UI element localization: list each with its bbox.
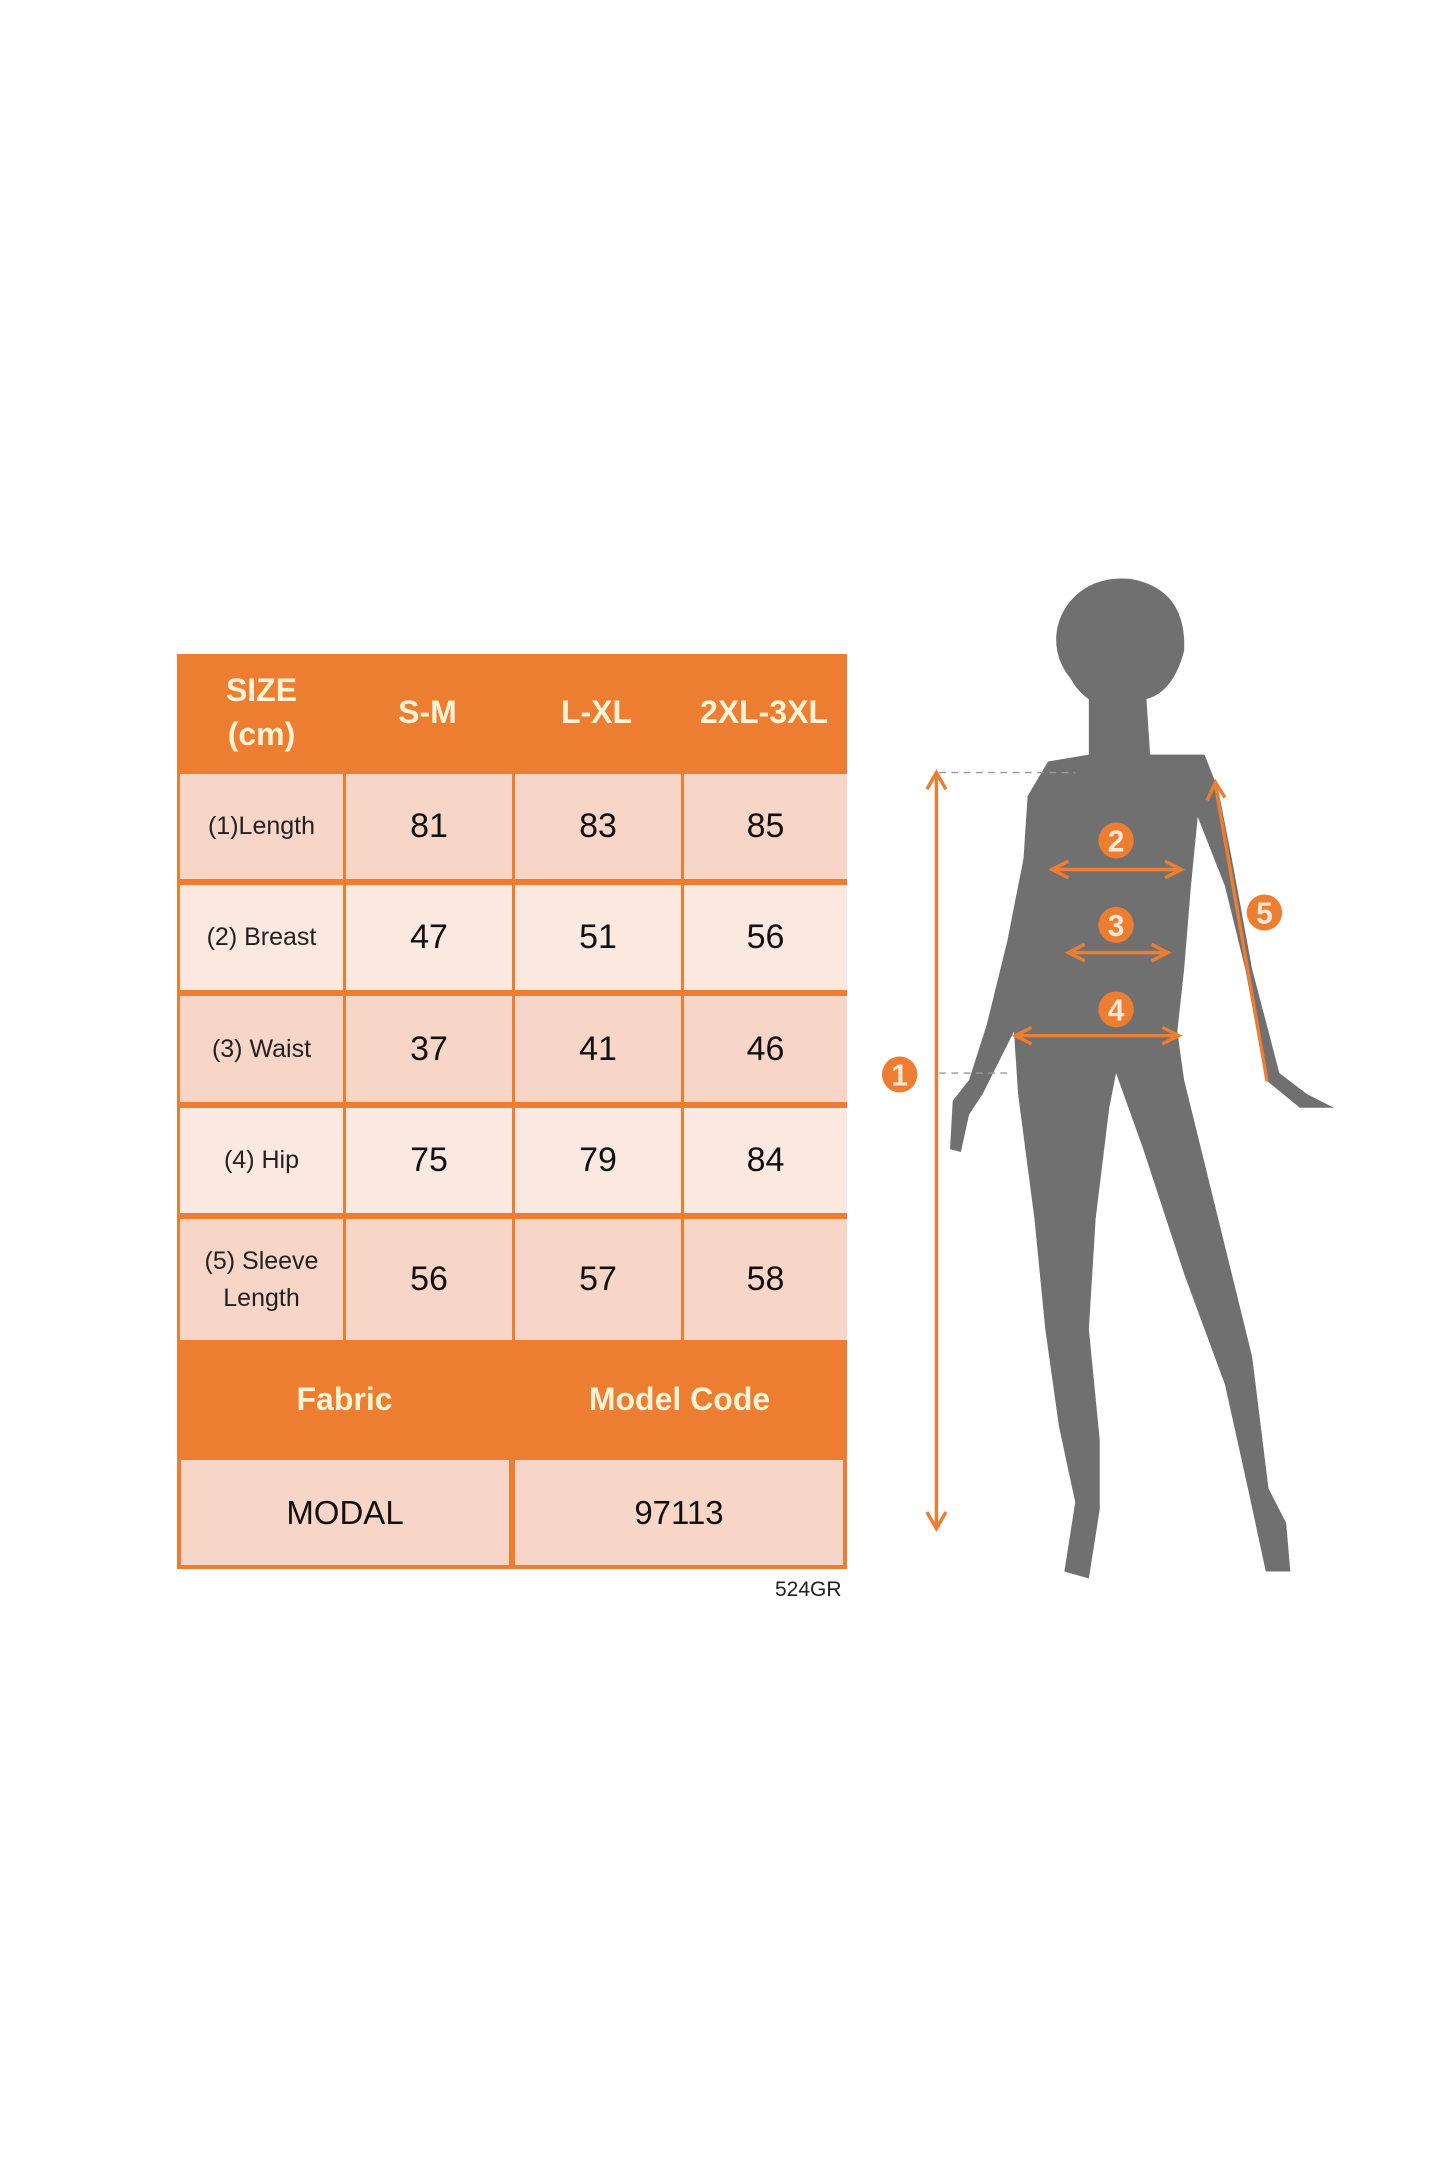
size-value: 84	[684, 1108, 847, 1213]
model-code-header: Model Code	[588, 1381, 771, 1418]
fabric-value: MODAL	[181, 1460, 509, 1565]
product-code: 524GR	[775, 1578, 842, 1601]
size-value: 57	[515, 1219, 681, 1340]
header-size-line1: SIZE	[225, 672, 298, 709]
size-value: 41	[515, 996, 681, 1102]
size-chart-table: SIZE (cm) S-M L-XL 2XL-3XL (1)Length 81 83…	[177, 654, 847, 1569]
marker-number: 5	[1256, 897, 1273, 930]
row-label: (2) Breast	[180, 885, 343, 990]
marker-circle	[1098, 991, 1134, 1028]
size-value: 37	[346, 996, 512, 1102]
row-label: (4) Hip	[180, 1108, 343, 1213]
sleeve-arrow	[1213, 784, 1269, 1082]
marker-number: 3	[1108, 910, 1125, 943]
size-value: 51	[515, 885, 681, 990]
size-value: 56	[684, 885, 847, 990]
size-value: 47	[346, 885, 512, 990]
header-l-xl: L-XL	[560, 693, 633, 730]
size-value: 58	[684, 1219, 847, 1340]
header-2xl-3xl: 2XL-3XL	[699, 693, 829, 730]
row-label: (5) Sleeve Length	[180, 1219, 343, 1340]
marker-circle	[1098, 822, 1134, 859]
marker-circle	[881, 1056, 918, 1093]
size-value: 81	[346, 774, 512, 879]
marker-number: 4	[1108, 994, 1125, 1027]
size-value: 85	[684, 774, 847, 879]
marker-number: 2	[1108, 825, 1125, 858]
size-value: 56	[346, 1219, 512, 1340]
size-value: 83	[515, 774, 681, 879]
model-code-value: 97113	[515, 1460, 843, 1565]
size-value: 75	[346, 1108, 512, 1213]
measure-arrows	[925, 769, 1269, 1533]
marker-number: 1	[891, 1059, 908, 1092]
row-label: (3) Waist	[180, 996, 343, 1102]
header-size: SIZE (cm)	[180, 654, 343, 771]
marker-circle	[1098, 906, 1134, 943]
header-size-line2: (cm)	[227, 715, 296, 752]
silhouette	[950, 578, 1334, 1579]
row-label: (1)Length	[180, 774, 343, 879]
size-value: 46	[684, 996, 847, 1102]
size-value: 79	[515, 1108, 681, 1213]
fabric-header: Fabric	[296, 1381, 393, 1418]
header-s-m: S-M	[398, 693, 457, 730]
marker-circle	[1246, 894, 1283, 931]
